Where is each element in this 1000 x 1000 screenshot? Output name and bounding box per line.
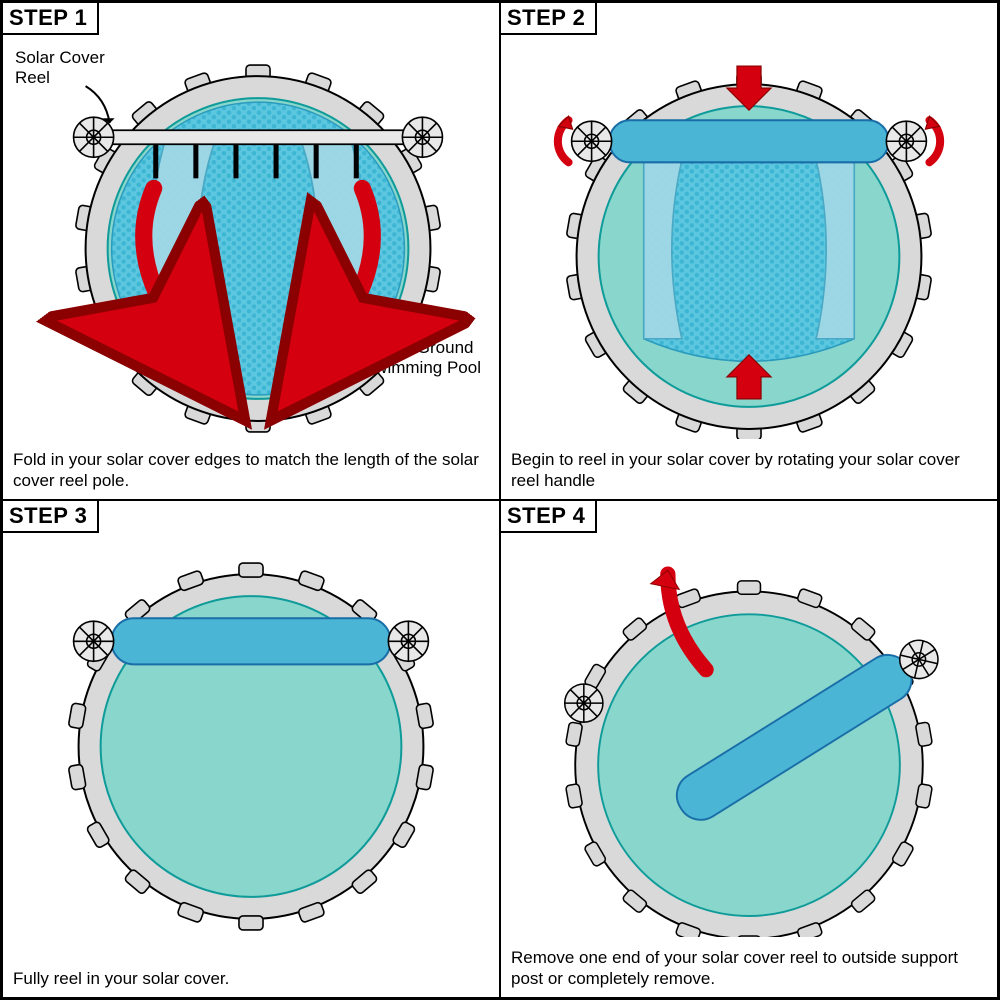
reel-full <box>74 618 429 664</box>
step-3-diagram <box>3 536 499 937</box>
reel-rolled <box>572 120 927 162</box>
step-4-diagram <box>501 536 997 937</box>
step-3-header: STEP 3 <box>3 501 99 533</box>
step-1-header: STEP 1 <box>3 3 99 35</box>
step-1-caption: Fold in your solar cover edges to match … <box>13 449 489 492</box>
step-1-panel: STEP 1 Solar Cover Reel Above Ground Swi… <box>2 2 500 500</box>
step-2-diagram <box>501 38 997 439</box>
step-2-panel: STEP 2 <box>500 2 998 500</box>
left-hub-fixed <box>565 684 603 722</box>
step-4-panel: STEP 4 <box>500 500 998 998</box>
step-1-diagram <box>3 38 499 439</box>
step-4-header: STEP 4 <box>501 501 597 533</box>
step-2-caption: Begin to reel in your solar cover by rot… <box>511 449 987 492</box>
step-4-caption: Remove one end of your solar cover reel … <box>511 947 987 990</box>
step-3-panel: STEP 3 <box>2 500 500 998</box>
step-3-caption: Fully reel in your solar cover. <box>13 968 489 989</box>
step-2-header: STEP 2 <box>501 3 597 35</box>
